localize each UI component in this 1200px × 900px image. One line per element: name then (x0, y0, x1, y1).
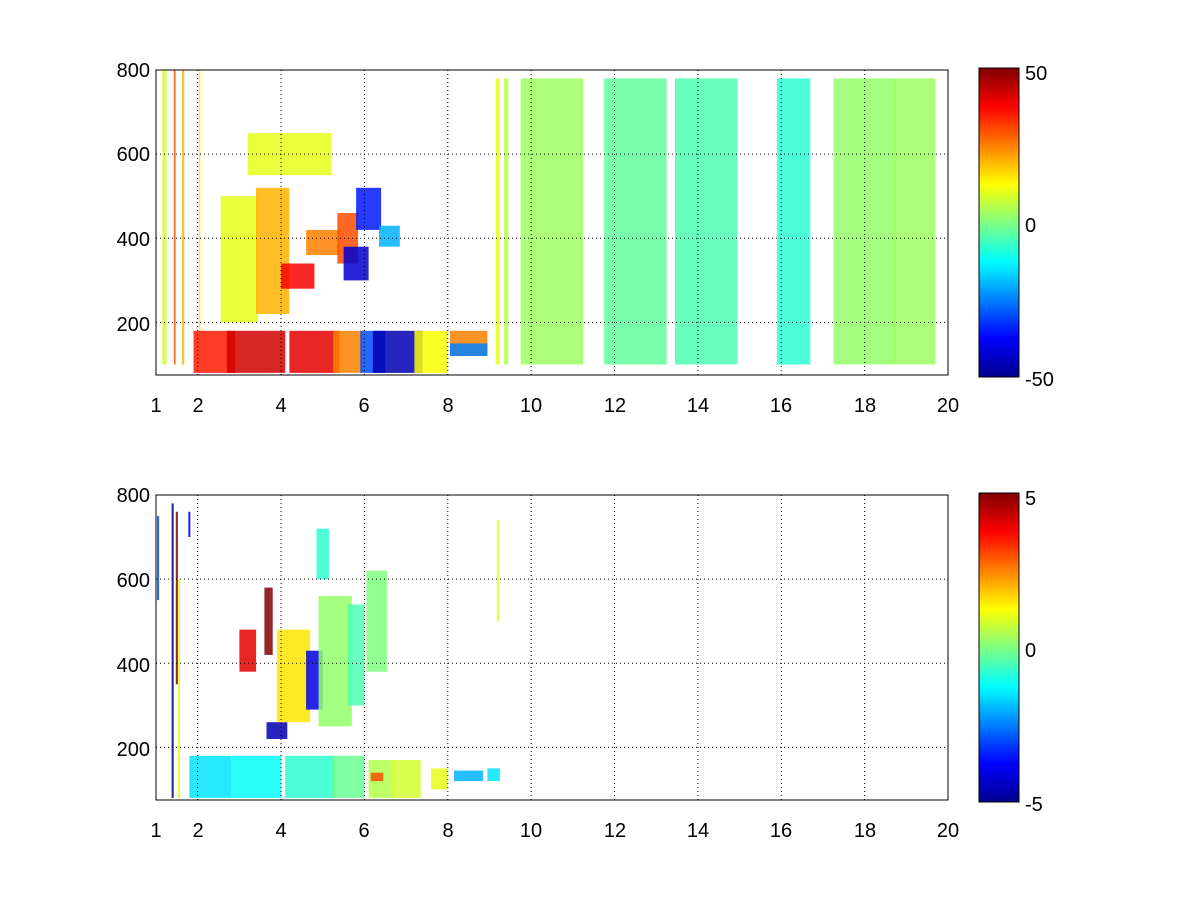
bottom-x-tick-2: 2 (192, 820, 203, 842)
top-x-tick-1: 1 (150, 395, 161, 417)
top-y-tick-400: 400 (117, 229, 150, 251)
bottom-cell (431, 768, 448, 790)
top-x-tick-12: 12 (604, 395, 626, 417)
bottom-x-tick-labels: 1 2 4 6 8 10 12 14 16 18 20 (150, 820, 959, 842)
top-cell (379, 225, 400, 247)
top-colorbar-tick-zero: 0 (1025, 215, 1036, 237)
top-cell (289, 330, 340, 373)
top-cell (893, 78, 936, 365)
top-cell (256, 187, 290, 314)
bottom-colorbar-tick-zero: 0 (1025, 640, 1036, 662)
bottom-grid (156, 495, 948, 800)
bottom-y-tick-200: 200 (117, 739, 150, 761)
bottom-cell (391, 760, 421, 798)
top-x-tick-16: 16 (770, 395, 792, 417)
top-panel: 200 400 600 800 1 2 4 6 8 10 12 14 16 18… (117, 60, 1054, 417)
top-colorbar-tick-max: 50 (1025, 63, 1047, 85)
bottom-colorbar (978, 492, 1020, 803)
bottom-cell (316, 528, 329, 580)
bottom-cell (370, 772, 384, 782)
top-x-tick-14: 14 (687, 395, 709, 417)
bottom-x-tick-1: 1 (150, 820, 161, 842)
bottom-cell (157, 516, 160, 601)
top-x-tick-2: 2 (192, 395, 203, 417)
top-cell (449, 343, 488, 356)
top-y-tick-200: 200 (117, 314, 150, 336)
top-y-tick-600: 600 (117, 144, 150, 166)
top-y-tick-labels: 200 400 600 800 (117, 60, 150, 336)
top-cell (495, 78, 500, 365)
top-grid (156, 70, 948, 375)
bottom-cell (487, 768, 500, 781)
bottom-cell (276, 629, 311, 723)
bottom-colorbar-tick-max: 5 (1025, 488, 1036, 510)
bottom-y-tick-800: 800 (117, 485, 150, 507)
bottom-x-tick-12: 12 (604, 820, 626, 842)
bottom-cell (188, 511, 191, 537)
bottom-cell (175, 511, 178, 685)
top-x-tick-6: 6 (358, 395, 369, 417)
bottom-cell (177, 579, 180, 798)
top-cell (343, 246, 369, 281)
top-cell (604, 78, 667, 365)
bottom-x-tick-6: 6 (358, 820, 369, 842)
bottom-heatmap-cells (157, 503, 500, 798)
top-x-tick-18: 18 (854, 395, 876, 417)
bottom-colorbar-tick-min: -5 (1025, 794, 1043, 816)
bottom-x-tick-20: 20 (937, 820, 959, 842)
bottom-x-tick-18: 18 (854, 820, 876, 842)
top-x-tick-8: 8 (442, 395, 453, 417)
top-cell (281, 263, 315, 289)
top-colorbar (978, 67, 1020, 378)
bottom-x-tick-16: 16 (770, 820, 792, 842)
top-x-tick-4: 4 (275, 395, 286, 417)
bottom-cell (318, 596, 352, 727)
top-cell (777, 78, 811, 365)
bottom-x-tick-10: 10 (520, 820, 542, 842)
top-cell (226, 330, 286, 373)
top-cell (504, 78, 509, 365)
top-cell (247, 133, 332, 176)
bottom-cell (171, 503, 174, 798)
top-cell (833, 78, 896, 365)
bottom-cell (264, 587, 273, 655)
bottom-x-tick-8: 8 (442, 820, 453, 842)
top-x-tick-20: 20 (937, 395, 959, 417)
top-cell (182, 70, 185, 365)
bottom-axes-frame (155, 494, 949, 801)
top-cell (306, 229, 340, 256)
bottom-y-tick-labels: 200 400 600 800 (117, 485, 150, 761)
bottom-cell (366, 570, 388, 672)
bottom-cell (496, 520, 499, 622)
top-cell (356, 187, 382, 230)
top-cell (173, 70, 176, 365)
bottom-cell (347, 604, 365, 706)
bottom-cell (454, 770, 484, 782)
top-cell (675, 78, 738, 365)
bottom-y-tick-600: 600 (117, 570, 150, 592)
top-colorbar-tick-min: -50 (1025, 369, 1054, 391)
top-heatmap-cells (162, 70, 936, 373)
top-cell (333, 330, 363, 373)
bottom-cell (239, 629, 257, 672)
top-x-tick-10: 10 (520, 395, 542, 417)
bottom-cell (231, 755, 281, 798)
bottom-cell (266, 722, 288, 739)
top-cell (414, 330, 448, 373)
top-cell (199, 70, 201, 365)
top-cell (220, 196, 259, 323)
bottom-cell (285, 755, 336, 798)
top-axes-frame (155, 69, 949, 376)
bottom-cell (331, 755, 365, 798)
top-cell (162, 70, 167, 365)
bottom-y-tick-400: 400 (117, 655, 150, 677)
bottom-panel: 200 400 600 800 1 2 4 6 8 10 12 14 16 18… (117, 485, 1043, 842)
top-x-tick-labels: 1 2 4 6 8 10 12 14 16 18 20 (150, 395, 959, 417)
bottom-cell (189, 755, 231, 798)
top-cell (520, 78, 584, 365)
bottom-x-tick-4: 4 (275, 820, 286, 842)
top-y-tick-800: 800 (117, 60, 150, 82)
bottom-x-tick-14: 14 (687, 820, 709, 842)
